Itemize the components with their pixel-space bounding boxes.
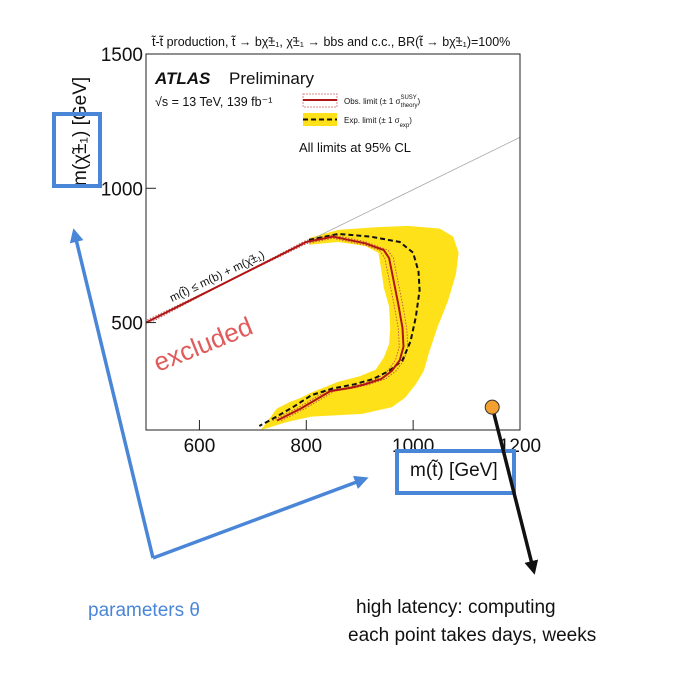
y-tick-label: 1000 [101, 179, 143, 200]
latency-caption-line2: each point takes days, weeks [348, 625, 596, 646]
legend-exp-label: Exp. limit (± 1 σexp) [344, 116, 412, 129]
legend-energy: √s = 13 TeV, 139 fb⁻¹ [155, 95, 272, 109]
y-tick-label: 1500 [101, 45, 143, 66]
latency-caption-line1: high latency: computing [356, 597, 556, 618]
plot-area [146, 136, 520, 430]
legend: ATLAS Preliminary √s = 13 TeV, 139 fb⁻¹ … [154, 69, 420, 155]
x-tick-label: 800 [290, 436, 322, 457]
arrow-to-x-param [152, 475, 369, 560]
legend-obs-label: Obs. limit (± 1 σSUSY theory) [344, 95, 420, 109]
legend-experiment: ATLAS [154, 69, 211, 88]
sampled-point-marker[interactable] [484, 399, 500, 415]
plot-title: t̃-t̃ production, t̃ → bχ̃±₁, χ̃±₁ → bbs… [151, 34, 511, 49]
kinematic-diagonal-line [306, 136, 520, 243]
legend-status: Preliminary [229, 69, 315, 88]
plot-frame [145, 53, 521, 431]
x-param-highlight-box [395, 449, 516, 495]
legend-cl-note: All limits at 95% CL [299, 140, 411, 155]
y-param-highlight-box [52, 112, 102, 188]
parameters-caption: parameters θ [88, 600, 200, 621]
arrow-from-point [490, 405, 539, 575]
y-axis-title: m(χ̃±₁) [GeV] [70, 77, 91, 186]
y-tick-label: 500 [111, 314, 143, 335]
expected-limit-band [260, 225, 459, 430]
arrow-to-y-param [69, 228, 155, 559]
excluded-label: excluded [149, 311, 257, 378]
x-axis-title: m(t̃) [GeV] [410, 459, 498, 481]
y-axis-ticks: 500 1000 1500 [101, 45, 156, 335]
expected-limit-line [258, 232, 421, 427]
x-tick-label: 600 [184, 436, 216, 457]
kinematic-limit-label: m(t̃) ≤ m(b) + m(χ̃±₁) [168, 249, 267, 305]
observed-limit-line [146, 235, 405, 422]
x-axis-ticks: 600 800 1000 1200 [184, 420, 541, 457]
